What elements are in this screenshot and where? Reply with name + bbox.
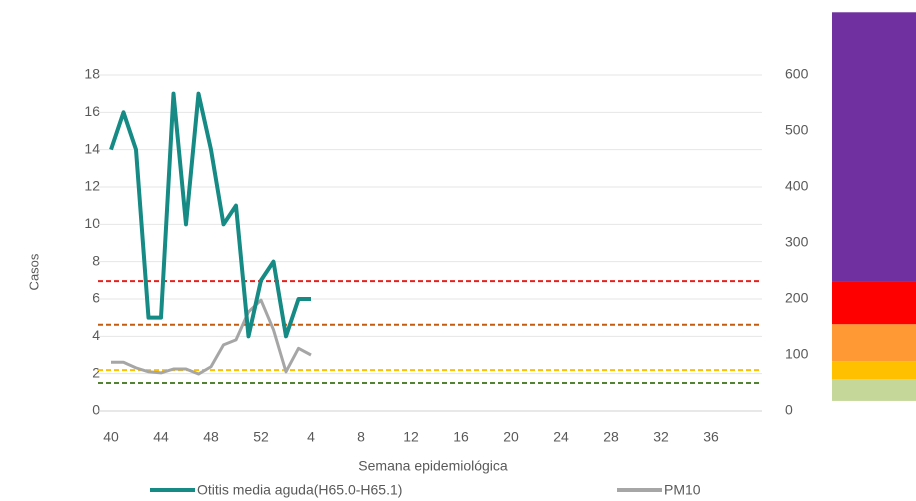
y-tick-label: 8 — [92, 252, 100, 268]
x-tick-label: 8 — [357, 429, 365, 445]
color-band — [832, 12, 916, 282]
x-tick-label: 12 — [403, 429, 419, 445]
legend-label: Otitis media aguda(H65.0-H65.1) — [197, 482, 402, 498]
y2-tick-label: 100 — [785, 346, 809, 362]
y-tick-label: 16 — [84, 103, 100, 119]
y-axis-label: Casos — [26, 253, 41, 290]
y-tick-label: 2 — [92, 364, 100, 380]
y-tick-label: 14 — [84, 140, 100, 156]
x-tick-label: 16 — [453, 429, 469, 445]
x-tick-label: 24 — [553, 429, 569, 445]
x-tick-label: 40 — [103, 429, 119, 445]
y2-tick-label: 0 — [785, 402, 793, 418]
color-band — [832, 361, 916, 380]
x-tick-label: 36 — [703, 429, 719, 445]
x-axis-label: Semana epidemiológica — [358, 458, 508, 474]
y-tick-label: 10 — [84, 215, 100, 231]
x-tick-label: 52 — [253, 429, 269, 445]
series-line — [111, 298, 312, 376]
x-tick-label: 4 — [307, 429, 315, 445]
y-tick-label: 4 — [92, 327, 100, 343]
y2-tick-label: 500 — [785, 122, 809, 138]
y-tick-label: 6 — [92, 290, 100, 306]
y2-tick-label: 300 — [785, 234, 809, 250]
y-tick-label: 12 — [84, 178, 100, 194]
x-tick-label: 20 — [503, 429, 519, 445]
y-tick-label: 0 — [92, 402, 100, 418]
color-band — [832, 281, 916, 325]
series-line — [109, 91, 311, 339]
y-tick-label: 18 — [84, 66, 100, 82]
x-tick-label: 48 — [203, 429, 219, 445]
x-tick-label: 32 — [653, 429, 669, 445]
color-band — [832, 379, 916, 401]
legend-label: PM10 — [664, 482, 701, 498]
color-band — [832, 324, 916, 362]
y2-tick-label: 600 — [785, 66, 809, 82]
x-tick-label: 28 — [603, 429, 619, 445]
x-tick-label: 44 — [153, 429, 169, 445]
y2-tick-label: 200 — [785, 290, 809, 306]
y2-tick-label: 400 — [785, 178, 809, 194]
